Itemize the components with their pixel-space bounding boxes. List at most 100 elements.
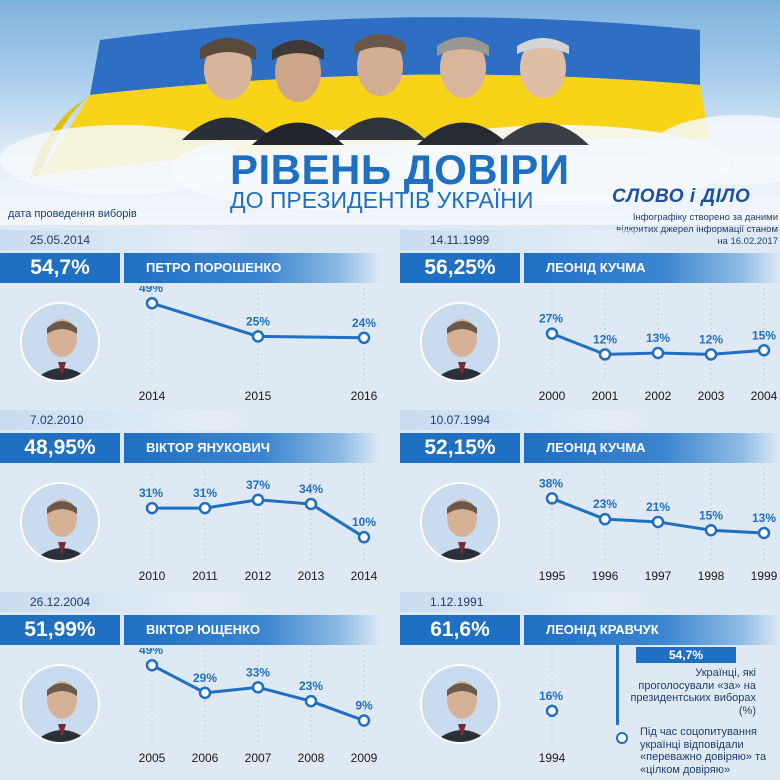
trust-chart: 49% 25% 24% 2014 2015 2016 xyxy=(139,286,378,403)
data-label: 25% xyxy=(246,314,270,328)
election-date: 26.12.2004 xyxy=(0,592,250,612)
election-date: 14.11.1999 xyxy=(400,230,650,250)
president-panel: 25.05.2014 54,7% ПЕТРО ПОРОШЕНКО 49% 25% 2… xyxy=(0,230,380,415)
data-point xyxy=(757,344,771,357)
x-tick-label: 1995 xyxy=(539,569,566,583)
person-avatar xyxy=(420,482,500,562)
credit-text: Інфографіку створено за даними відкритих… xyxy=(616,212,778,247)
data-point xyxy=(198,501,212,515)
president-panel: 7.02.2010 48,95% ВІКТОР ЯНУКОВИЧ 31% 31% 3… xyxy=(0,410,380,595)
portrait-5 xyxy=(497,38,589,145)
data-point xyxy=(357,331,371,345)
data-label: 12% xyxy=(593,332,617,346)
data-point xyxy=(704,348,718,361)
election-result: 54,7% xyxy=(0,253,120,283)
data-label: 13% xyxy=(646,331,670,345)
data-label: 34% xyxy=(299,482,323,496)
date-caption: дата проведення виборів xyxy=(8,208,137,220)
chart-area: 38% 23% 21% 15% 13% 1995 1996 1997 1998 1999 xyxy=(400,466,780,594)
data-label: 9% xyxy=(355,699,373,713)
data-point xyxy=(545,327,559,340)
header-banner: РІВЕНЬ ДОВІРИ ДО ПРЕЗИДЕНТІВ УКРАЇНИ СЛО… xyxy=(0,0,780,225)
election-result: 61,6% xyxy=(400,615,520,645)
data-point xyxy=(145,658,159,672)
trust-chart: 49% 29% 33% 23% 9% 2005 2006 2007 2008 2009 xyxy=(139,648,378,765)
data-point xyxy=(598,512,612,526)
data-label: 15% xyxy=(752,328,776,342)
data-label: 12% xyxy=(699,332,723,346)
logo-text: СЛОВО і ДІЛО xyxy=(612,186,751,207)
person-avatar xyxy=(20,302,100,382)
x-tick-label: 2015 xyxy=(245,389,272,403)
legend-number: 54,7% xyxy=(636,647,736,663)
x-tick-label: 2009 xyxy=(351,751,378,765)
data-point xyxy=(145,501,159,515)
election-result: 48,95% xyxy=(0,433,120,463)
election-result: 51,99% xyxy=(0,615,120,645)
election-date: 7.02.2010 xyxy=(0,410,250,430)
data-label: 21% xyxy=(646,500,670,514)
data-point xyxy=(304,694,318,708)
data-label: 49% xyxy=(139,286,163,295)
person-avatar xyxy=(20,482,100,562)
x-tick-label: 2013 xyxy=(298,569,325,583)
x-tick-label: 1994 xyxy=(539,751,566,765)
x-tick-label: 2008 xyxy=(298,751,325,765)
chart-area: 49% 25% 24% 2014 2015 2016 xyxy=(0,286,380,414)
portrait-2 xyxy=(252,40,344,145)
data-label: 23% xyxy=(299,679,323,693)
x-tick-label: 1997 xyxy=(645,569,672,583)
x-tick-label: 2003 xyxy=(698,389,725,403)
election-date: 10.07.1994 xyxy=(400,410,650,430)
president-panel: 26.12.2004 51,99% ВІКТОР ЮЩЕНКО 49% 29% 33… xyxy=(0,592,380,777)
trust-chart: 16% 1994 xyxy=(539,650,566,765)
president-panel: 14.11.1999 56,25% ЛЕОНІД КУЧМА 27% 12% 13%… xyxy=(400,230,780,415)
president-name: ПЕТРО ПОРОШЕНКО xyxy=(124,253,380,283)
x-tick-label: 2000 xyxy=(539,389,566,403)
data-label: 33% xyxy=(246,665,270,679)
data-point xyxy=(357,714,371,727)
president-panel: 10.07.1994 52,15% ЛЕОНІД КУЧМА 38% 23% 21%… xyxy=(400,410,780,595)
data-point xyxy=(145,296,159,310)
data-label: 49% xyxy=(139,648,163,657)
data-label: 10% xyxy=(352,515,376,529)
election-result: 52,15% xyxy=(400,433,520,463)
president-name: ВІКТОР ЯНУКОВИЧ xyxy=(124,433,380,463)
portrait-4 xyxy=(417,37,509,145)
x-tick-label: 2016 xyxy=(351,389,378,403)
data-label: 31% xyxy=(139,486,163,500)
chart-area: 49% 29% 33% 23% 9% 2005 2006 2007 2008 2009 xyxy=(0,648,380,776)
data-label: 15% xyxy=(699,508,723,522)
data-label: 37% xyxy=(246,478,270,492)
data-label: 24% xyxy=(352,316,376,330)
x-tick-label: 1996 xyxy=(592,569,619,583)
portrait-1 xyxy=(182,38,274,140)
x-tick-label: 2012 xyxy=(245,569,272,583)
election-result: 56,25% xyxy=(400,253,520,283)
chart-area: 16% 1994 xyxy=(400,648,780,776)
data-point xyxy=(251,330,265,343)
data-point xyxy=(251,681,265,694)
data-point xyxy=(198,686,212,700)
president-name: ВІКТОР ЮЩЕНКО xyxy=(124,615,380,645)
chart-area: 31% 31% 37% 34% 10% 2010 2011 2012 2013 2014 xyxy=(0,466,380,594)
person-avatar xyxy=(20,664,100,744)
data-point xyxy=(651,346,665,360)
data-point xyxy=(251,493,265,507)
portrait-3 xyxy=(334,34,426,140)
trust-chart: 31% 31% 37% 34% 10% 2010 2011 2012 2013 2014 xyxy=(139,468,378,583)
person-avatar xyxy=(420,664,500,744)
x-tick-label: 2010 xyxy=(139,569,166,583)
data-point xyxy=(545,492,559,505)
president-name: ЛЕОНІД КРАВЧУК xyxy=(524,615,780,645)
x-tick-label: 2004 xyxy=(751,389,778,403)
data-label: 16% xyxy=(539,689,563,703)
data-point xyxy=(304,497,318,511)
data-point xyxy=(545,704,559,718)
chart-area: 27% 12% 13% 12% 15% 2000 2001 2002 2003 2004 xyxy=(400,286,780,414)
x-tick-label: 2005 xyxy=(139,751,166,765)
trust-chart: 38% 23% 21% 15% 13% 1995 1996 1997 1998 1999 xyxy=(539,468,778,583)
person-avatar xyxy=(420,302,500,382)
president-name: ЛЕОНІД КУЧМА xyxy=(524,253,780,283)
data-point xyxy=(357,530,371,544)
